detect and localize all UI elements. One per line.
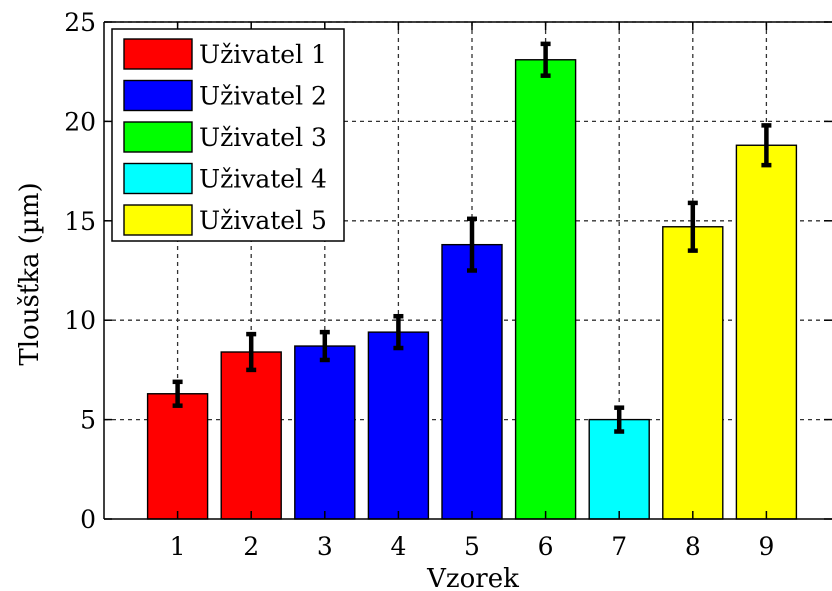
error-bar-9 — [761, 123, 772, 168]
legend-entry: Uživatel 4 — [123, 162, 327, 195]
axes — [103, 21, 832, 520]
y-axis-label: Tloušťka (µm) — [15, 182, 45, 365]
bar-8 — [662, 226, 724, 520]
x-tick-label: 2 — [243, 532, 259, 561]
legend-swatch — [123, 38, 193, 70]
legend-label: Uživatel 4 — [199, 165, 327, 194]
legend-label: Uživatel 3 — [199, 123, 327, 152]
legend-entry: Uživatel 3 — [123, 121, 327, 153]
legend-entry: Uživatel 1 — [123, 38, 327, 70]
error-bar-1 — [172, 379, 183, 408]
legend: Uživatel 1 Uživatel 2 Uživatel 3 Uživatel 4… — [111, 28, 345, 242]
bar-4 — [367, 331, 430, 520]
legend-swatch — [123, 162, 193, 195]
y-tick-label: 10 — [64, 306, 96, 335]
x-tick-label: 5 — [464, 532, 480, 561]
bar-6 — [514, 59, 577, 520]
error-bar-5 — [467, 216, 477, 273]
error-bar-3 — [319, 329, 330, 363]
error-bar-6 — [540, 41, 551, 78]
error-bar-4 — [393, 313, 404, 351]
error-bar-7 — [614, 405, 625, 434]
x-tick-label: 4 — [390, 532, 406, 561]
x-tick-label: 7 — [611, 532, 627, 561]
x-axis-label: Vzorek — [426, 564, 519, 591]
y-tick-label: 5 — [80, 406, 96, 435]
bar-2 — [220, 351, 282, 520]
legend-label: Uživatel 1 — [199, 40, 327, 69]
y-tick-label: 25 — [64, 8, 96, 37]
bar-7 — [588, 418, 650, 520]
bar-5 — [441, 243, 503, 520]
bar-9 — [735, 144, 798, 520]
bar-1 — [146, 393, 209, 520]
legend-label: Uživatel 5 — [199, 206, 327, 235]
tick-labels: 0 5 10 15 20 25 1 2 3 4 5 6 7 8 9 — [64, 8, 774, 561]
bar-3 — [294, 345, 356, 520]
x-tick-label: 8 — [685, 532, 701, 561]
legend-swatch — [123, 121, 193, 153]
legend-entry: Uživatel 5 — [123, 204, 327, 236]
x-tick-label: 6 — [538, 532, 554, 561]
x-tick-label: 3 — [317, 532, 333, 561]
x-tick-label: 1 — [170, 532, 186, 561]
legend-entry: Uživatel 2 — [123, 79, 327, 112]
legend-swatch — [123, 204, 193, 236]
error-bar-2 — [246, 331, 257, 373]
y-tick-label: 15 — [64, 207, 96, 236]
legend-swatch — [123, 79, 193, 112]
legend-label: Uživatel 2 — [199, 82, 327, 111]
y-tick-label: 20 — [64, 107, 96, 136]
error-bar-8 — [687, 200, 698, 253]
y-tick-label: 0 — [80, 505, 96, 534]
bars — [146, 41, 798, 520]
x-tick-label: 9 — [758, 532, 774, 561]
